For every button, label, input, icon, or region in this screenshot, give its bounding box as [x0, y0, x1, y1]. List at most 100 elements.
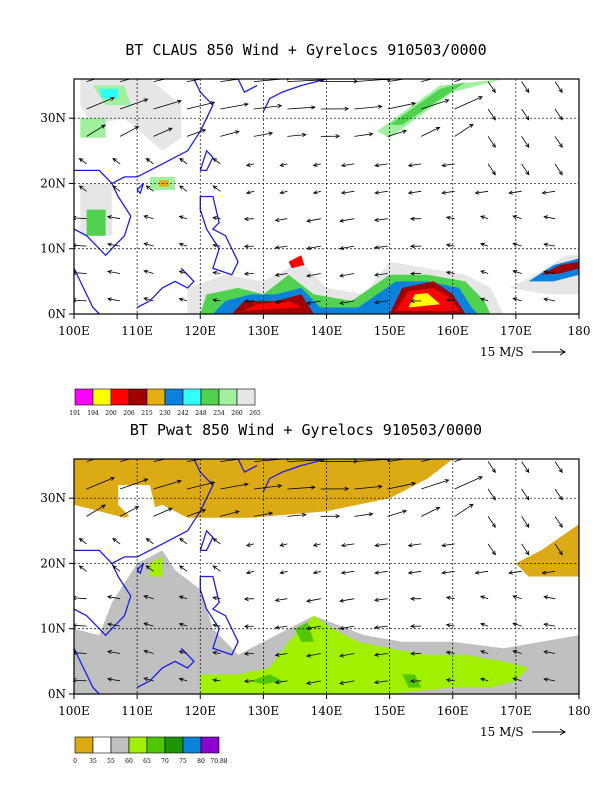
- pwat-area: [118, 485, 157, 518]
- wind-arrow: [454, 123, 474, 137]
- wind-arrow: [541, 570, 556, 575]
- coastline: [136, 562, 145, 575]
- x-tick-label: 110E: [121, 704, 153, 718]
- wind-arrow: [512, 297, 522, 302]
- wind-arrow: [145, 565, 154, 572]
- wind-arrow: [186, 509, 207, 517]
- wind-arrow: [74, 595, 87, 601]
- wind-arrow: [143, 677, 154, 682]
- x-tick-label: 170E: [500, 324, 532, 338]
- wind-arrow: [279, 542, 288, 547]
- wind-arrow: [119, 79, 132, 82]
- coastline: [237, 459, 258, 473]
- y-tick-label: 10N: [40, 242, 66, 256]
- wind-arrow: [186, 459, 204, 462]
- wind-arrow: [243, 244, 254, 249]
- wind-arrow: [339, 598, 355, 603]
- wind-arrow: [421, 506, 441, 517]
- wind-arrow: [387, 101, 417, 110]
- pwat-area: [250, 674, 283, 685]
- wind-arrow: [445, 595, 455, 600]
- reference-vector-arrow: [532, 728, 566, 736]
- wind-arrow: [178, 595, 188, 600]
- wind-arrow: [245, 190, 254, 195]
- wind-arrow: [387, 79, 407, 82]
- wind-arrow: [305, 680, 321, 685]
- wind-arrow: [86, 477, 115, 490]
- colorbar-swatch: [146, 736, 166, 754]
- colorbar-label: 70.88: [210, 758, 227, 765]
- panel-1-title: BT CLAUS 850 Wind + Gyrelocs 910503/0000: [125, 41, 487, 59]
- wind-arrow: [454, 476, 483, 490]
- wind-arrow: [178, 270, 188, 275]
- wind-arrow: [409, 624, 422, 629]
- wind-arrow: [445, 623, 455, 628]
- x-tick-label: 140E: [311, 324, 343, 338]
- colorbar-label: 242: [177, 410, 189, 417]
- wind-arrow: [374, 597, 388, 602]
- colorbar-swatch: [164, 388, 184, 406]
- wind-arrow: [212, 216, 221, 221]
- wind-arrow: [220, 510, 240, 517]
- wind-arrow: [143, 622, 154, 627]
- wind-arrow: [373, 245, 388, 250]
- wind-arrow: [186, 481, 216, 490]
- map-panel-2: 100E 110E 120E 130E 140E 150E 160E 170E 180 0N 10N…: [40, 458, 590, 765]
- wind-arrow: [543, 677, 556, 682]
- wind-arrow: [339, 218, 355, 223]
- wind-arrow: [274, 680, 288, 685]
- wind-arrow: [312, 542, 321, 547]
- colorbar-label: 0: [73, 758, 77, 765]
- wind-arrow: [512, 677, 522, 682]
- coastline: [74, 459, 214, 565]
- wind-arrow: [512, 622, 522, 627]
- wind-arrow: [178, 677, 188, 682]
- wind-arrow: [78, 185, 87, 192]
- wind-arrow: [339, 273, 355, 278]
- wind-arrow: [407, 570, 422, 575]
- colorbar-label: 206: [123, 410, 135, 417]
- wind-arrow: [487, 81, 496, 94]
- reference-vector-label: 15 M/S: [480, 345, 524, 359]
- x-tick-label: 100E: [58, 324, 90, 338]
- colorbar-swatch: [200, 736, 220, 754]
- field-layer: [74, 459, 579, 694]
- wind-arrow: [554, 516, 563, 528]
- wind-arrow: [212, 623, 221, 628]
- wind-arrow: [480, 677, 489, 682]
- wind-arrow: [354, 104, 383, 110]
- wind-arrow: [212, 596, 221, 601]
- map-panel-1: 100E 110E 120E 130E 140E 150E 160E 170E 180 0N 10N…: [40, 78, 590, 417]
- coastline: [199, 529, 214, 552]
- wind-arrow: [554, 543, 563, 556]
- colorbar-swatch: [74, 388, 94, 406]
- wind-arrow: [521, 461, 530, 474]
- pwat-area: [149, 556, 163, 577]
- x-tick-label: 150E: [374, 324, 406, 338]
- wind-arrow: [119, 98, 149, 110]
- cloud-area: [86, 209, 106, 236]
- wind-arrow: [407, 190, 422, 195]
- wind-arrow: [374, 217, 388, 222]
- coastline: [262, 79, 327, 112]
- wind-arrow: [212, 270, 221, 275]
- cloud-area: [288, 255, 305, 269]
- wind-arrow: [374, 190, 388, 195]
- coastline: [74, 648, 100, 694]
- wind-arrow: [374, 543, 388, 548]
- wind-arrow: [245, 542, 254, 547]
- cloud-area: [80, 79, 182, 151]
- wind-arrow: [521, 163, 530, 176]
- x-tick-label: 120E: [184, 324, 216, 338]
- wind-arrow: [409, 596, 422, 601]
- y-tick-label: 20N: [40, 176, 66, 190]
- wind-arrow: [373, 652, 388, 657]
- x-tick-label: 140E: [311, 704, 343, 718]
- wind-arrow: [178, 650, 188, 655]
- wind-arrow: [287, 79, 325, 83]
- y-tick-label: 0N: [48, 687, 66, 701]
- wind-arrow: [407, 163, 422, 168]
- wind-arrow: [243, 624, 254, 629]
- wind-arrow: [421, 99, 450, 110]
